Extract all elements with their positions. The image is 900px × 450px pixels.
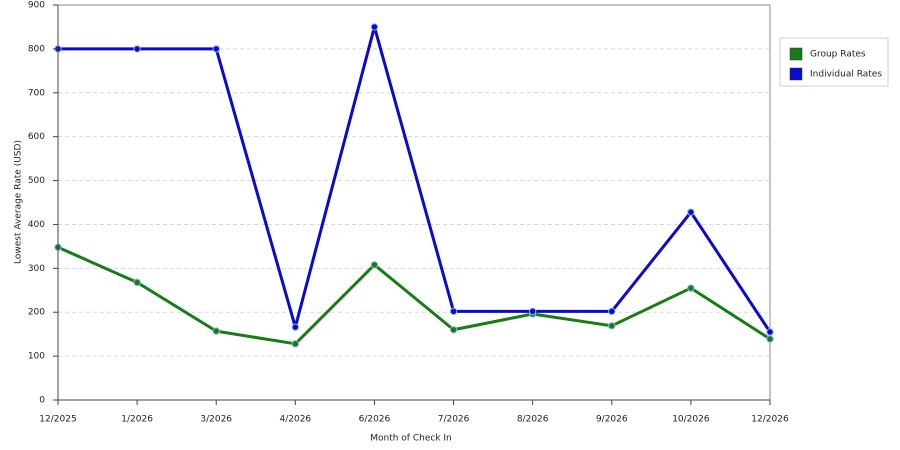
data-point: [766, 328, 774, 336]
x-tick-label: 1/2026: [121, 415, 153, 425]
y-axis-label: Lowest Average Rate (USD): [14, 140, 24, 264]
y-tick-label: 900: [28, 1, 45, 11]
data-point: [133, 278, 141, 287]
data-point: [370, 261, 379, 269]
data-point: [133, 45, 141, 53]
y-tick-label: 400: [28, 220, 45, 230]
x-axis-label: Month of Check In: [370, 434, 452, 444]
x-tick-label: 7/2026: [438, 415, 470, 425]
data-point: [449, 307, 458, 316]
plot-area: [57, 4, 771, 401]
x-tick-label: 12/2025: [39, 415, 76, 425]
data-point: [687, 208, 695, 216]
x-tick-label: 10/2026: [672, 415, 710, 425]
x-tick-label: 12/2026: [751, 415, 789, 425]
data-point: [291, 323, 300, 331]
x-tick-label: 6/2026: [359, 415, 391, 425]
data-point: [528, 307, 537, 316]
y-tick-label: 100: [28, 352, 45, 362]
data-point: [687, 284, 695, 292]
y-tick-label: 700: [28, 88, 45, 98]
x-tick-label: 9/2026: [596, 415, 628, 425]
y-tick-label: 300: [28, 264, 45, 274]
x-tick-label: 3/2026: [200, 415, 232, 425]
data-point: [291, 340, 300, 348]
data-point: [212, 327, 220, 335]
series-line: [57, 245, 771, 346]
y-tick-label: 500: [28, 176, 45, 186]
data-point: [212, 45, 220, 53]
y-tick-label: 800: [28, 44, 45, 54]
series-line: [58, 25, 772, 333]
legend-label: Group Rates: [810, 50, 866, 60]
legend-swatch: [789, 67, 803, 81]
x-tick-label: 8/2026: [517, 415, 549, 425]
y-tick-label: 0: [39, 396, 45, 406]
y-tick-label: 200: [28, 308, 45, 318]
data-point: [370, 23, 379, 31]
marks: [54, 23, 774, 348]
legend-label: Individual Rates: [810, 70, 882, 80]
data-point: [608, 322, 616, 330]
y-tick-label: 600: [28, 132, 45, 142]
x-tick-label: 4/2026: [279, 415, 311, 425]
data-point: [449, 326, 458, 334]
data-point: [608, 307, 616, 316]
data-point: [766, 335, 774, 343]
legend-swatch: [789, 47, 803, 61]
